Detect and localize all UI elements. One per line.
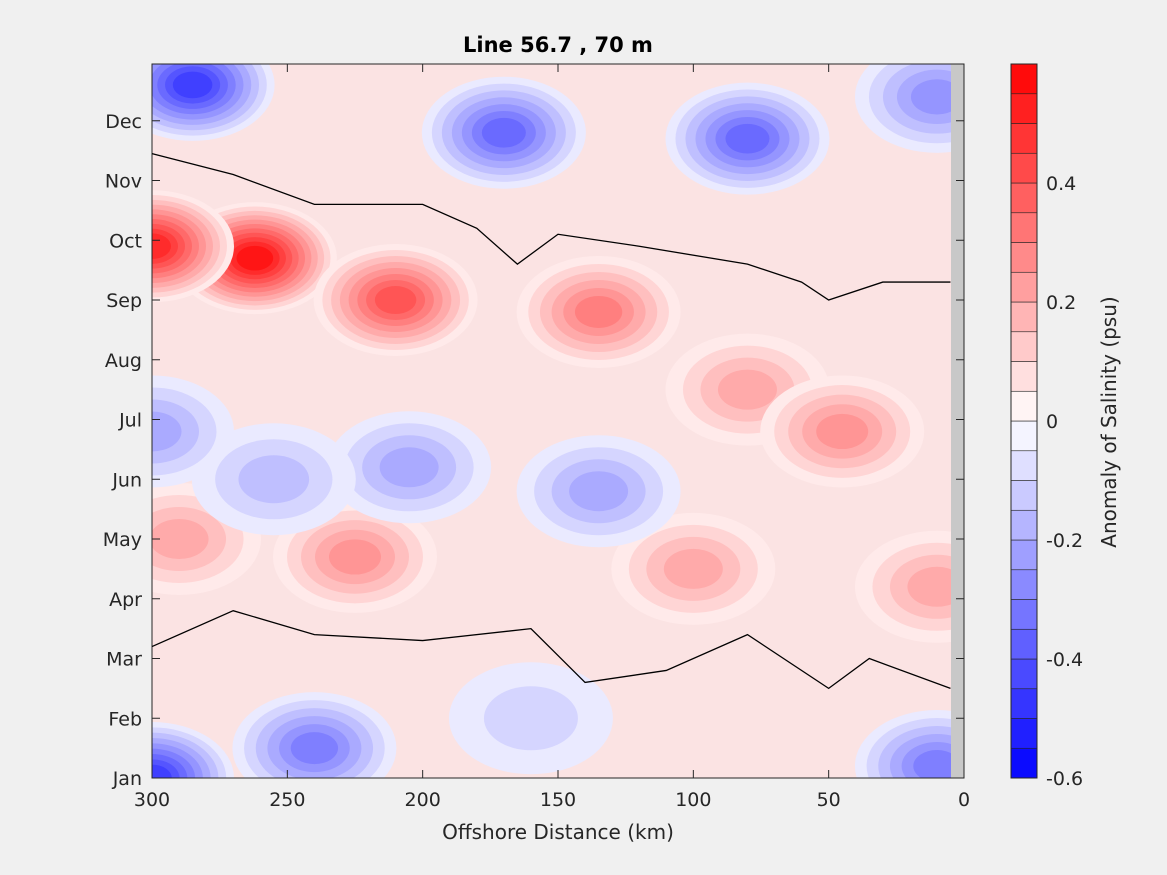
x-axis-label: Offshore Distance (km) bbox=[442, 820, 674, 844]
y-tick-label: Jan bbox=[112, 768, 142, 790]
colorbar-tick-label: -0.6 bbox=[1046, 768, 1083, 790]
y-tick-label: Apr bbox=[109, 589, 142, 611]
y-axis: Jan Feb Mar Apr May Jun Jul Aug Sep Oct Nov Dec bbox=[103, 111, 964, 790]
colorbar-band bbox=[1010, 63, 1038, 95]
anomaly-feature-2 bbox=[152, 190, 234, 303]
x-tick-label: 150 bbox=[540, 789, 576, 811]
anomaly-feature-17 bbox=[854, 710, 964, 778]
colorbar-band bbox=[1010, 271, 1038, 303]
x-axis: 300 250 200 150 100 50 0 bbox=[134, 64, 970, 811]
anomaly-feature-15 bbox=[152, 722, 234, 778]
colorbar-band bbox=[1010, 361, 1038, 392]
colorbar-band bbox=[1010, 123, 1038, 154]
colorbar-label: Anomaly of Salinity (psu) bbox=[1097, 296, 1121, 547]
colorbar-band bbox=[1010, 480, 1038, 511]
colorbar-band bbox=[1010, 569, 1038, 600]
anomaly-feature-11 bbox=[516, 435, 681, 548]
x-tick-label: 250 bbox=[269, 789, 305, 811]
zero-contour-line-lower bbox=[151, 610, 951, 690]
anomaly-feature-21 bbox=[421, 76, 586, 189]
colorbar-band bbox=[1010, 718, 1038, 749]
plot-area bbox=[151, 63, 965, 779]
x-tick-label: 200 bbox=[405, 789, 441, 811]
anomaly-feature-18 bbox=[448, 662, 613, 775]
anomaly-feature-8 bbox=[611, 512, 776, 625]
colorbar-tick-label: 0.4 bbox=[1046, 173, 1076, 195]
colorbar-band bbox=[1010, 420, 1038, 452]
anomaly-feature-1 bbox=[172, 202, 337, 315]
anomaly-feature-16 bbox=[232, 692, 397, 778]
anomaly-feature-9 bbox=[854, 530, 964, 643]
anomaly-feature-3 bbox=[313, 244, 478, 357]
anomaly-feature-12 bbox=[327, 411, 492, 524]
anomaly-feature-13 bbox=[191, 423, 356, 536]
colorbar-band bbox=[1010, 747, 1038, 779]
anomaly-field bbox=[152, 64, 964, 778]
colorbar-tick-label: -0.2 bbox=[1046, 530, 1083, 552]
x-tick-label: 100 bbox=[675, 789, 711, 811]
colorbar-tick-label: 0 bbox=[1046, 411, 1058, 433]
colorbar-band bbox=[1010, 688, 1038, 719]
colorbar-band bbox=[1010, 242, 1038, 273]
x-tick-label: 50 bbox=[817, 789, 841, 811]
colorbar-band bbox=[1010, 450, 1038, 481]
colorbar-band bbox=[1010, 509, 1038, 541]
y-tick-label: Mar bbox=[106, 649, 142, 671]
colorbar-tick-label: 0.2 bbox=[1046, 292, 1076, 314]
y-tick-label: Nov bbox=[105, 171, 142, 193]
colorbar-band bbox=[1010, 539, 1038, 571]
colorbar-band bbox=[1010, 152, 1038, 184]
anomaly-feature-20 bbox=[665, 82, 830, 195]
x-tick-label: 300 bbox=[134, 789, 170, 811]
anomaly-feature-6 bbox=[760, 375, 925, 488]
y-tick-label: Jun bbox=[111, 469, 142, 491]
colorbar-band bbox=[1010, 182, 1038, 214]
anomaly-feature-4 bbox=[516, 255, 681, 368]
y-tick-label: Aug bbox=[105, 350, 142, 372]
colorbar-band bbox=[1010, 93, 1038, 124]
y-tick-label: Sep bbox=[106, 290, 142, 312]
colorbar-band bbox=[1010, 301, 1038, 333]
y-tick-label: Jul bbox=[118, 410, 142, 432]
x-tick-label: 0 bbox=[958, 789, 970, 811]
anomaly-feature-22 bbox=[854, 64, 964, 153]
colorbar-band bbox=[1010, 331, 1038, 362]
colorbar: -0.6 -0.4 -0.2 0 0.2 0.4 bbox=[1010, 63, 1083, 790]
colorbar-band bbox=[1010, 599, 1038, 630]
colorbar-tick-label: -0.4 bbox=[1046, 649, 1083, 671]
colorbar-band bbox=[1010, 212, 1038, 243]
y-tick-label: Feb bbox=[108, 708, 142, 730]
y-tick-label: Oct bbox=[109, 230, 142, 252]
anomaly-feature-7 bbox=[273, 500, 437, 613]
colorbar-band bbox=[1010, 390, 1038, 422]
anomaly-feature-14 bbox=[152, 375, 234, 488]
no-data-strip bbox=[951, 64, 964, 778]
zero-contour-line bbox=[151, 152, 951, 301]
colorbar-band bbox=[1010, 658, 1038, 690]
colorbar-band bbox=[1010, 628, 1038, 660]
colorbar-frame bbox=[1010, 63, 1038, 779]
y-tick-label: Dec bbox=[105, 111, 142, 133]
chart-title: Line 56.7 , 70 m bbox=[463, 33, 653, 57]
anomaly-feature-19 bbox=[152, 64, 275, 141]
y-tick-label: May bbox=[103, 529, 142, 551]
